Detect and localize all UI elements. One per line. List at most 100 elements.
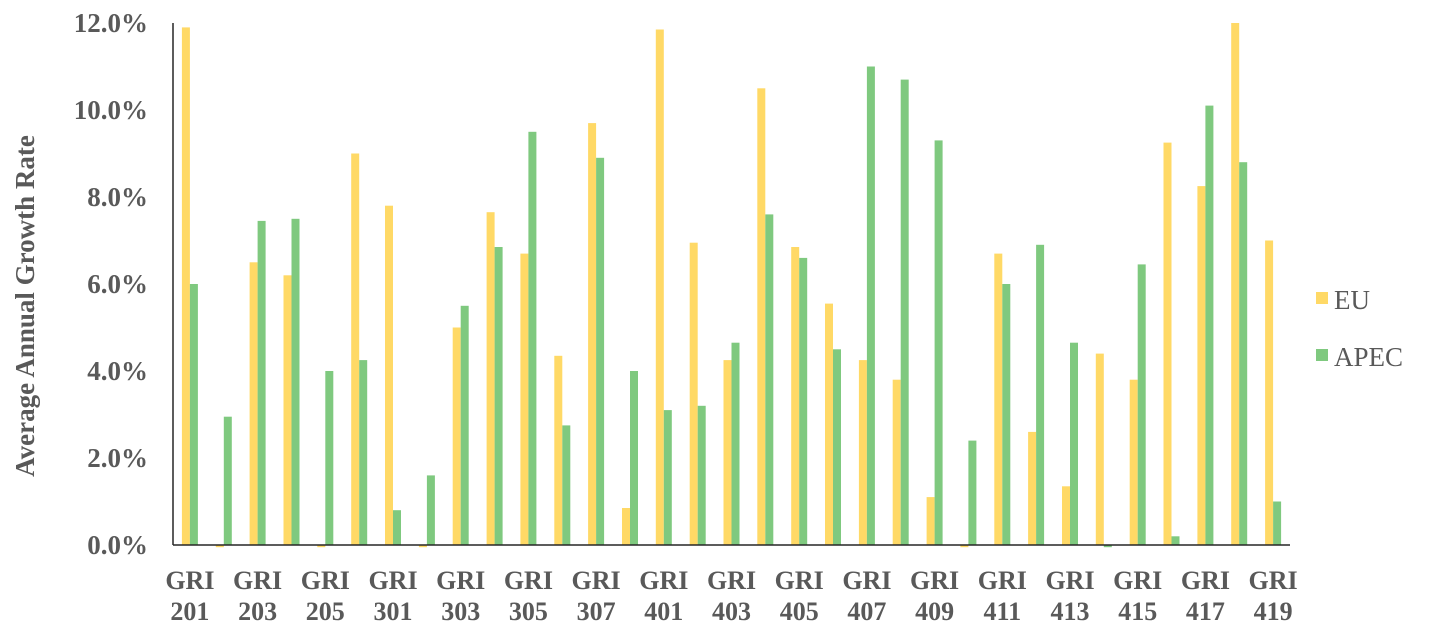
x-tick-label: GRI 305 bbox=[504, 566, 553, 626]
bar-apec-gri-408 bbox=[900, 79, 909, 545]
y-tick-label: 12.0% bbox=[74, 8, 148, 38]
bar-apec-gri-306 bbox=[562, 425, 571, 545]
x-tick-label: GRI 405 bbox=[775, 566, 824, 626]
bar-apec-gri-418 bbox=[1239, 162, 1248, 545]
legend-swatch-apec bbox=[1316, 349, 1328, 361]
y-tick-label: 10.0% bbox=[74, 95, 148, 125]
x-tick-label: GRI 205 bbox=[301, 566, 350, 626]
bar-apec-gri-414 bbox=[1103, 545, 1112, 548]
bar-apec-gri-412 bbox=[1036, 244, 1045, 546]
bar-eu-gri-301 bbox=[385, 205, 393, 545]
bar-eu-gri-416 bbox=[1163, 142, 1172, 545]
legend: EU APEC bbox=[1316, 285, 1403, 372]
bar-apec-gri-415 bbox=[1137, 264, 1146, 545]
bar-eu-gri-414 bbox=[1095, 353, 1104, 545]
bar-apec-gri-201 bbox=[189, 284, 198, 545]
x-tick-label: GRI 409 bbox=[910, 566, 959, 626]
bar-eu-gri-409 bbox=[926, 497, 935, 545]
x-axis-labels: GRI 201 GRI 203 GRI 205 GRI 301 GRI 303 GRI 305 GRI 3… bbox=[165, 566, 1297, 626]
bar-apec-gri-206 bbox=[359, 360, 368, 545]
bar-eu-gri-401 bbox=[655, 29, 664, 545]
bar-apec-gri-305 bbox=[528, 131, 537, 546]
bar-apec-gri-204 bbox=[291, 218, 300, 546]
bar-eu-gri-307 bbox=[588, 123, 597, 545]
bar-apec-gri-302 bbox=[426, 475, 435, 545]
bar-eu-gri-408 bbox=[892, 379, 901, 545]
bar-eu-gri-417 bbox=[1197, 186, 1206, 545]
x-tick-label: GRI 415 bbox=[1113, 566, 1162, 626]
bar-eu-gri-419 bbox=[1265, 240, 1274, 545]
bar-eu-gri-411 bbox=[994, 253, 1003, 545]
bar-eu-gri-415 bbox=[1129, 379, 1138, 545]
x-tick-label: GRI 203 bbox=[233, 566, 282, 626]
bar-apec-gri-303 bbox=[460, 305, 469, 546]
bar-apec-gri-410 bbox=[968, 440, 977, 545]
bar-eu-gri-302 bbox=[418, 545, 427, 548]
bar-eu-gri-201 bbox=[181, 27, 190, 545]
x-tick-label: GRI 419 bbox=[1249, 566, 1298, 626]
bar-apec-gri-401 bbox=[663, 410, 672, 545]
bar-eu-gri-413 bbox=[1062, 486, 1070, 545]
bar-apec-gri-416 bbox=[1171, 536, 1180, 545]
bar-eu-gri-410 bbox=[960, 545, 969, 548]
bar-eu-gri-402 bbox=[689, 242, 698, 545]
bar-eu-gri-406 bbox=[825, 303, 833, 545]
bars bbox=[181, 23, 1282, 548]
legend-label-apec: APEC bbox=[1334, 342, 1403, 372]
bar-eu-gri-304 bbox=[486, 212, 495, 545]
bar-apec-gri-402 bbox=[697, 405, 706, 545]
bar-eu-gri-404 bbox=[757, 88, 766, 546]
x-tick-label: GRI 411 bbox=[978, 566, 1027, 626]
y-tick-label: 2.0% bbox=[87, 443, 148, 473]
y-tick-label: 4.0% bbox=[87, 356, 148, 386]
bar-eu-gri-303 bbox=[452, 327, 461, 545]
legend-swatch-eu bbox=[1316, 292, 1328, 304]
bar-apec-gri-409 bbox=[934, 140, 943, 545]
x-tick-label: GRI 301 bbox=[368, 566, 417, 626]
legend-label-eu: EU bbox=[1334, 285, 1370, 315]
x-tick-label: GRI 401 bbox=[639, 566, 688, 626]
bar-eu-gri-306 bbox=[554, 355, 563, 545]
bar-eu-gri-418 bbox=[1231, 23, 1240, 545]
x-tick-label: GRI 307 bbox=[572, 566, 621, 626]
bar-apec-gri-419 bbox=[1273, 501, 1282, 545]
bar-eu-gri-203 bbox=[249, 262, 258, 546]
bar-apec-gri-417 bbox=[1205, 105, 1214, 545]
bar-apec-gri-304 bbox=[494, 247, 503, 545]
bar-eu-gri-305 bbox=[520, 253, 529, 545]
bar-eu-gri-403 bbox=[723, 360, 732, 545]
bar-eu-gri-202 bbox=[215, 545, 224, 548]
bar-apec-gri-202 bbox=[223, 416, 232, 545]
bar-apec-gri-413 bbox=[1070, 342, 1078, 545]
x-tick-label: GRI 407 bbox=[842, 566, 891, 626]
x-tick-label: GRI 201 bbox=[165, 566, 214, 626]
bar-eu-gri-407 bbox=[858, 360, 867, 545]
y-tick-label: 0.0% bbox=[87, 530, 148, 560]
x-tick-label: GRI 303 bbox=[436, 566, 485, 626]
bar-eu-gri-206 bbox=[351, 153, 360, 545]
y-axis-title: Average Annual Growth Rate bbox=[10, 135, 40, 477]
bar-apec-gri-404 bbox=[765, 214, 774, 545]
bar-apec-gri-403 bbox=[731, 342, 740, 545]
bar-apec-gri-308 bbox=[630, 371, 638, 545]
bar-eu-gri-405 bbox=[791, 247, 800, 545]
x-tick-label: GRI 403 bbox=[707, 566, 756, 626]
bar-eu-gri-412 bbox=[1028, 431, 1037, 545]
bar-apec-gri-307 bbox=[596, 157, 605, 546]
bar-apec-gri-203 bbox=[257, 220, 266, 545]
bar-eu-gri-204 bbox=[283, 275, 292, 545]
y-tick-label: 8.0% bbox=[87, 182, 148, 212]
bar-apec-gri-205 bbox=[325, 371, 334, 545]
x-tick-label: GRI 417 bbox=[1181, 566, 1230, 626]
x-tick-label: GRI 413 bbox=[1045, 566, 1094, 626]
y-axis-ticks: 0.0% 2.0% 4.0% 6.0% 8.0% 10.0% 12.0% bbox=[74, 8, 148, 560]
y-tick-label: 6.0% bbox=[87, 269, 148, 299]
bar-apec-gri-407 bbox=[866, 66, 875, 545]
bar-apec-gri-406 bbox=[833, 349, 841, 546]
bar-eu-gri-205 bbox=[317, 545, 326, 548]
bar-eu-gri-308 bbox=[622, 508, 630, 545]
bar-apec-gri-405 bbox=[799, 257, 808, 545]
bar-apec-gri-411 bbox=[1002, 284, 1011, 545]
bar-apec-gri-301 bbox=[393, 510, 401, 545]
